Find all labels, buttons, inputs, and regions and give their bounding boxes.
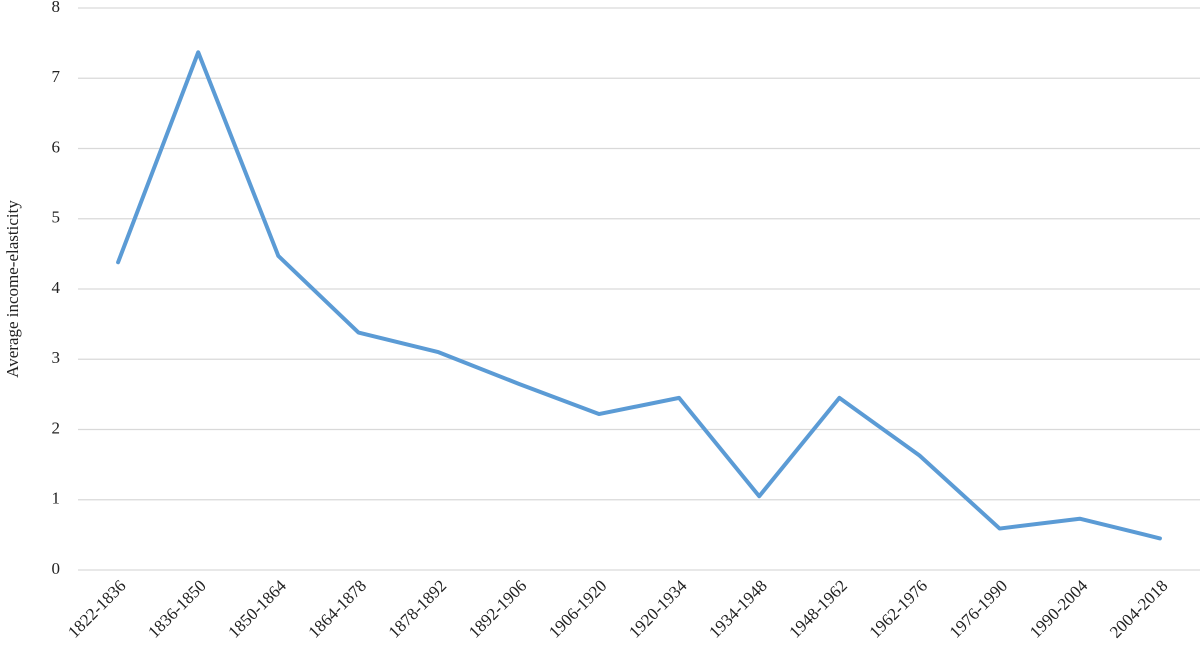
x-tick-label: 1976-1990 — [946, 576, 1012, 642]
y-tick-label: 7 — [52, 67, 61, 86]
x-tick-label: 1906-1920 — [545, 576, 611, 642]
x-tick-label: 1822-1836 — [64, 576, 130, 642]
y-tick-label: 8 — [52, 0, 61, 16]
y-tick-label: 2 — [52, 418, 61, 437]
x-tick-label: 1864-1878 — [305, 576, 371, 642]
y-tick-label: 3 — [52, 348, 61, 367]
x-tick-label: 1962-1976 — [866, 576, 932, 642]
x-tick-label: 1920-1934 — [625, 576, 691, 642]
x-tick-label: 1836-1850 — [144, 576, 210, 642]
y-axis-label: Average income-elasticity — [3, 200, 22, 378]
y-tick-label: 1 — [52, 489, 61, 508]
x-tick-label: 1892-1906 — [465, 576, 531, 642]
y-tick-label: 4 — [52, 278, 61, 297]
y-tick-label: 6 — [52, 137, 61, 156]
x-tick-label: 1850-1864 — [224, 576, 290, 642]
x-tick-label: 1934-1948 — [705, 576, 771, 642]
x-tick-label: 2004-2018 — [1106, 576, 1172, 642]
x-tick-label: 1878-1892 — [385, 576, 451, 642]
y-tick-label: 0 — [52, 559, 61, 578]
y-tick-label: 5 — [52, 208, 61, 227]
x-tick-label: 1948-1962 — [785, 576, 851, 642]
x-tick-label: 1990-2004 — [1026, 576, 1092, 642]
data-line — [116, 50, 1162, 541]
